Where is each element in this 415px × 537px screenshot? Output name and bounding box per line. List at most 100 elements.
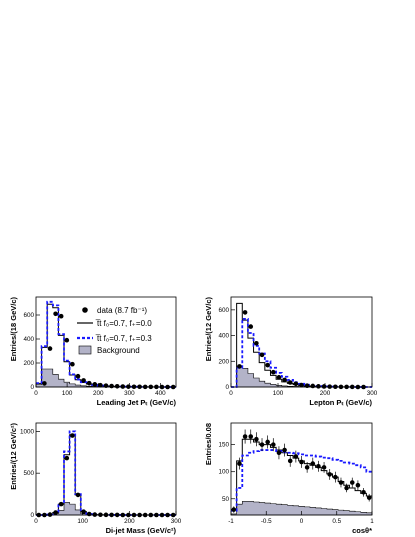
data-point — [259, 442, 265, 447]
panel-dijet-mass: Di-jet Mass (GeV/c²) Entries/(12 GeV/c²)… — [9, 423, 182, 535]
legend-data-marker — [82, 307, 88, 313]
data-point — [259, 352, 265, 358]
data-point — [47, 346, 53, 351]
x-tick-label: 100 — [273, 390, 284, 397]
x-tick-label: 200 — [93, 390, 104, 397]
data-point — [75, 373, 81, 379]
data-point — [327, 472, 333, 477]
data-point — [282, 447, 287, 453]
data-point — [304, 465, 310, 470]
y-tick-label: 50 — [222, 496, 230, 503]
data-point — [64, 455, 70, 461]
data-point — [242, 310, 248, 315]
data-point — [265, 362, 270, 368]
data-point — [361, 489, 366, 495]
data-point — [53, 311, 58, 317]
x-tick-label: 0 — [229, 390, 233, 397]
data-point — [310, 461, 316, 466]
data-point — [58, 501, 64, 507]
y-tick-label: 0 — [225, 384, 229, 391]
data-point — [70, 361, 75, 367]
data-point — [120, 384, 126, 389]
x-tick-label: 1 — [370, 518, 374, 525]
x-tick-label: -1 — [228, 518, 234, 525]
plot-frame — [35, 422, 177, 516]
y-tick-label: 0 — [30, 512, 34, 519]
data-point — [254, 340, 259, 346]
panel-leading-jet-pt: Leading Jet Pₜ (GeV/c) Entries/(18 GeV/c… — [9, 297, 176, 407]
y-tick-label: 400 — [23, 336, 34, 343]
x-tick-label: 200 — [320, 390, 331, 397]
data-point — [316, 463, 321, 469]
data-point — [293, 381, 299, 387]
x-tick-label: 0 — [34, 390, 38, 397]
data-point — [271, 442, 276, 447]
data-point — [42, 381, 47, 386]
data-point — [75, 492, 81, 498]
x-tick-label: 400 — [155, 390, 166, 397]
y-axis-label: Entries/(12 GeV/c) — [204, 297, 213, 362]
data-point — [276, 375, 282, 380]
y-tick-label: 600 — [218, 307, 229, 314]
data-point — [92, 512, 98, 517]
data-point — [86, 380, 92, 386]
x-axis-label: Di-jet Mass (GeV/c²) — [106, 526, 177, 535]
data-point — [92, 382, 98, 387]
data-point — [321, 465, 327, 470]
data-point — [98, 382, 103, 388]
data-point — [293, 454, 299, 459]
y-tick-label: 200 — [218, 358, 229, 365]
x-tick-label: 200 — [124, 518, 135, 525]
data-point — [86, 511, 92, 517]
data-point — [344, 485, 349, 491]
legend-background-swatch — [78, 345, 92, 355]
f03-histogram — [231, 449, 372, 512]
data-point — [321, 384, 327, 389]
data-point — [287, 380, 293, 385]
y-tick-label: 600 — [23, 312, 34, 319]
data-point — [53, 510, 58, 515]
x-tick-label: 0 — [300, 518, 304, 525]
data-point — [299, 459, 304, 465]
data-point — [276, 450, 282, 456]
data-point — [64, 337, 70, 343]
plot-frame — [35, 296, 177, 388]
data-point — [81, 378, 86, 383]
data-point — [70, 433, 75, 438]
data-point — [231, 507, 237, 512]
x-axis-label: Leading Jet Pₜ (GeV/c) — [97, 398, 177, 407]
y-tick-label: 0 — [30, 384, 34, 391]
x-tick-label: 0 — [34, 518, 38, 525]
panel-lepton-pt: Lepton Pₜ (GeV/c) Entries/(12 GeV/c) 0 10… — [204, 297, 378, 407]
legend: data (8.7 fb⁻¹) t̅t f₀=0.7, f₊=0.0 t̅t f… — [77, 306, 152, 355]
x-tick-label: 0.5 — [332, 518, 341, 525]
x-tick-label: 100 — [77, 518, 88, 525]
data-point — [242, 434, 248, 439]
data-point — [58, 313, 64, 319]
data-point — [114, 383, 120, 389]
data-point — [316, 384, 321, 389]
x-axis-label: Lepton Pₜ (GeV/c) — [309, 398, 372, 407]
plot-frame — [230, 296, 373, 388]
y-tick-label: 200 — [23, 360, 34, 367]
x-tick-label: -0.5 — [261, 518, 272, 525]
x-tick-label: 100 — [62, 390, 73, 397]
data-point — [310, 383, 316, 389]
data-point — [254, 436, 259, 442]
data-point — [355, 482, 361, 488]
data-point — [338, 480, 344, 485]
y-tick-label: 400 — [218, 333, 229, 340]
data-point — [366, 495, 372, 500]
y-tick-label: 1000 — [20, 428, 35, 435]
y-tick-label: 150 — [218, 442, 229, 449]
data-point — [282, 377, 287, 383]
data-point — [287, 458, 293, 464]
x-tick-label: 300 — [124, 390, 135, 397]
data-point — [237, 461, 242, 466]
data-point — [265, 439, 270, 445]
data-point — [248, 324, 254, 329]
y-tick-label: 100 — [218, 469, 229, 476]
y-axis-label: Entries/(18 GeV/c) — [9, 297, 18, 362]
legend-f00-label: t̅t f₀=0.7, f₊=0.0 — [95, 319, 152, 328]
